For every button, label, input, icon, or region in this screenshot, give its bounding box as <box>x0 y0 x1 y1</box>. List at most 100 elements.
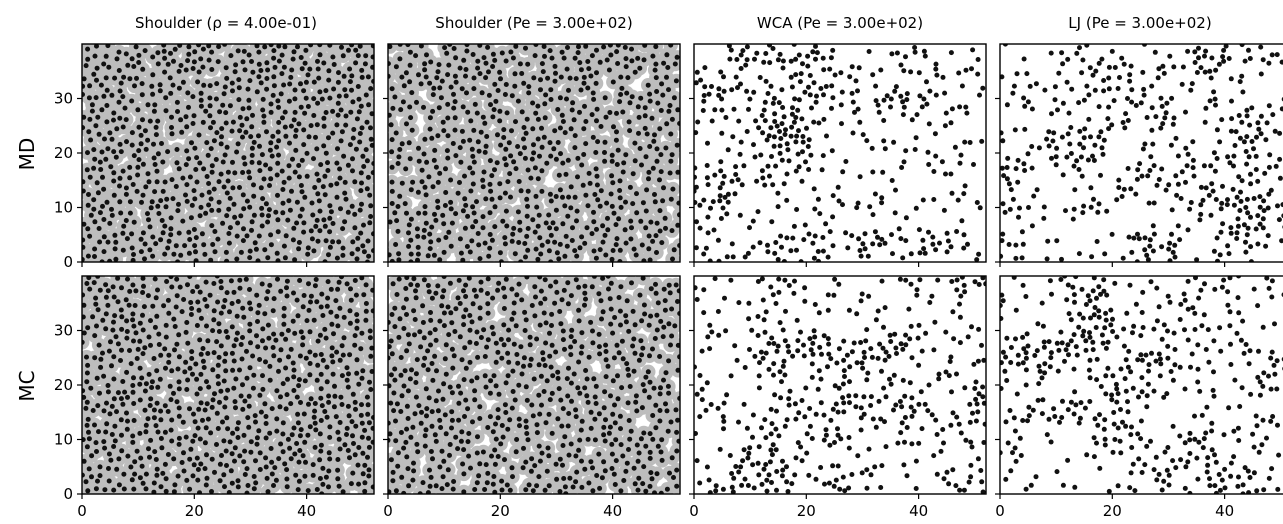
data-point <box>317 457 323 463</box>
data-point <box>585 85 591 91</box>
data-point <box>399 74 405 80</box>
data-point <box>430 108 436 114</box>
data-point <box>1096 201 1102 207</box>
data-point <box>780 58 786 64</box>
data-point <box>104 87 110 93</box>
data-point <box>284 484 290 490</box>
data-point <box>1101 78 1107 83</box>
data-point <box>815 196 821 202</box>
data-point <box>302 194 308 200</box>
data-point <box>226 206 232 212</box>
data-point <box>415 233 421 239</box>
data-point <box>672 61 678 67</box>
data-point <box>189 140 194 146</box>
data-point <box>321 143 327 149</box>
data-point <box>1144 115 1150 120</box>
data-point <box>892 210 898 216</box>
data-point <box>326 484 331 490</box>
data-point <box>1060 100 1066 106</box>
data-point <box>1254 134 1259 140</box>
data-point <box>602 232 608 238</box>
data-point <box>1091 196 1096 202</box>
data-point <box>312 283 318 289</box>
data-point <box>948 120 954 126</box>
data-point <box>839 121 844 127</box>
data-point <box>282 109 288 115</box>
data-point <box>457 145 463 151</box>
data-point <box>147 247 153 253</box>
data-point <box>538 77 543 83</box>
data-point <box>357 207 363 213</box>
data-point <box>922 250 928 256</box>
data-point <box>639 162 644 168</box>
data-point <box>97 159 103 165</box>
data-point <box>448 243 454 249</box>
data-point <box>1198 65 1204 71</box>
data-point <box>474 110 480 116</box>
data-point <box>477 44 483 48</box>
data-point <box>617 188 623 193</box>
data-point <box>427 115 433 121</box>
data-point <box>796 52 802 58</box>
data-point <box>721 88 727 94</box>
data-point <box>424 52 429 58</box>
data-point <box>908 69 914 75</box>
data-point <box>395 204 401 209</box>
data-point <box>534 204 540 210</box>
data-point <box>568 184 574 190</box>
data-point <box>103 282 109 288</box>
data-point <box>365 402 371 408</box>
data-point <box>1064 79 1070 85</box>
data-point <box>340 252 346 258</box>
data-point <box>1168 142 1174 148</box>
data-point <box>533 44 539 47</box>
data-point <box>523 45 528 51</box>
data-point <box>265 255 271 261</box>
data-point <box>697 202 703 208</box>
data-point <box>433 164 439 170</box>
data-point <box>943 110 949 116</box>
data-point <box>414 99 419 105</box>
data-point <box>148 205 154 211</box>
data-point <box>471 75 477 81</box>
data-point <box>229 128 235 134</box>
data-point <box>1185 151 1191 157</box>
data-point <box>878 67 884 73</box>
shoulder-halo <box>388 247 397 262</box>
data-point <box>1260 216 1266 222</box>
data-point <box>365 454 370 460</box>
data-point <box>1249 105 1255 111</box>
data-point <box>820 55 826 61</box>
data-point <box>332 383 337 389</box>
data-point <box>299 189 305 195</box>
data-point <box>471 159 477 165</box>
data-point <box>1100 151 1106 157</box>
data-point <box>431 157 437 163</box>
data-point <box>553 156 559 162</box>
data-point <box>109 136 115 142</box>
data-point <box>1167 240 1173 246</box>
data-point <box>182 243 188 249</box>
data-point <box>85 226 91 232</box>
data-point <box>249 59 254 64</box>
data-point <box>881 97 887 103</box>
panel-md-shoulder-density <box>81 43 375 263</box>
data-point <box>88 212 94 218</box>
data-point <box>164 279 170 284</box>
data-point <box>602 139 608 145</box>
data-point <box>183 162 189 168</box>
data-point <box>538 87 543 93</box>
data-point <box>317 89 323 95</box>
data-point <box>777 51 783 57</box>
data-point <box>523 254 528 260</box>
data-point <box>509 128 514 134</box>
data-point <box>621 160 627 166</box>
data-point <box>597 247 603 253</box>
data-point <box>256 61 262 67</box>
data-point <box>197 289 203 295</box>
data-point <box>99 107 105 113</box>
data-point <box>288 74 294 80</box>
data-point <box>436 237 442 243</box>
data-point <box>389 258 395 262</box>
data-point <box>111 354 117 360</box>
